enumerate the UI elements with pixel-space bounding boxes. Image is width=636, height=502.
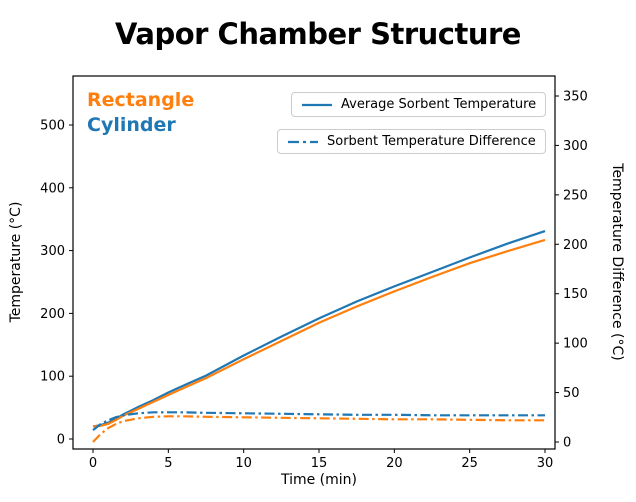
svg-text:30: 30 <box>537 456 554 471</box>
chart-title: Vapor Chamber Structure <box>115 17 521 51</box>
y-axis-label-left: Temperature (°C) <box>8 202 24 324</box>
svg-text:300: 300 <box>40 244 65 259</box>
svg-text:500: 500 <box>40 119 65 134</box>
svg-text:15: 15 <box>311 456 328 471</box>
svg-text:20: 20 <box>386 456 403 471</box>
svg-text:50: 50 <box>563 386 580 401</box>
solid-line-sample-icon <box>302 103 332 106</box>
svg-text:0: 0 <box>563 436 571 451</box>
annotation-cylinder: Cylinder <box>87 114 176 136</box>
legend-temperature-difference-label: Sorbent Temperature Difference <box>327 134 536 149</box>
svg-text:0: 0 <box>89 456 97 471</box>
svg-text:5: 5 <box>164 456 172 471</box>
svg-text:150: 150 <box>563 287 588 302</box>
dashdot-line-sample-icon <box>288 140 318 143</box>
svg-text:10: 10 <box>235 456 252 471</box>
svg-text:200: 200 <box>40 307 65 322</box>
series-cylinder-sorbent-temperature-difference <box>92 411 545 431</box>
legend-temperature-difference: Sorbent Temperature Difference <box>277 129 546 154</box>
annotation-rectangle: Rectangle <box>87 89 195 111</box>
svg-text:100: 100 <box>563 337 588 352</box>
series-rectangle-average-sorbent-temperature <box>92 238 546 428</box>
series-rectangle-sorbent-temperature-difference <box>92 415 545 443</box>
svg-text:100: 100 <box>40 370 65 385</box>
svg-text:25: 25 <box>461 456 478 471</box>
svg-text:300: 300 <box>563 139 588 154</box>
svg-text:200: 200 <box>563 238 588 253</box>
x-axis-label: Time (min) <box>280 472 357 488</box>
svg-text:400: 400 <box>40 181 65 196</box>
series-cylinder-average-sorbent-temperature <box>92 230 546 428</box>
legend-average-temperature: Average Sorbent Temperature <box>291 92 547 117</box>
legend-average-temperature-label: Average Sorbent Temperature <box>341 97 537 112</box>
svg-text:0: 0 <box>57 433 65 448</box>
y-axis-label-right: Temperature Difference (°C) <box>609 162 625 360</box>
svg-text:350: 350 <box>563 89 588 104</box>
svg-text:250: 250 <box>563 188 588 203</box>
